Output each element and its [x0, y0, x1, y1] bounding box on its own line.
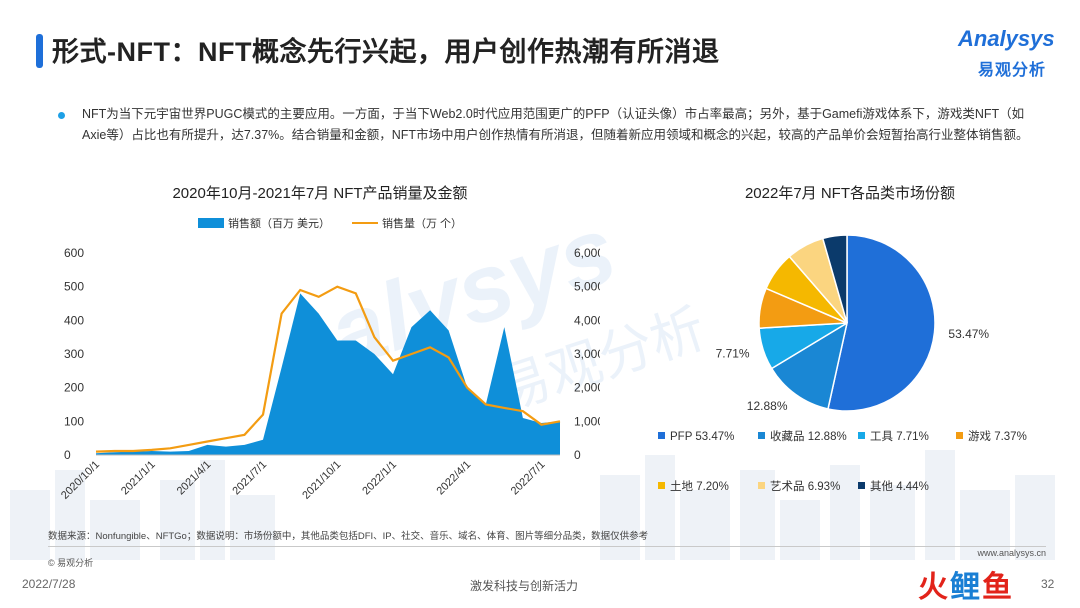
- x-tick-label: 2022/7/1: [509, 459, 548, 498]
- data-source-note: 数据来源：Nonfungible、NFTGo；数据说明：市场份额中，其他品类包括…: [48, 531, 649, 542]
- category-share-pie-chart: 53.47% 12.88% 7.71% PFP 53.47% 收藏品 12.88% 工具 …: [658, 234, 1027, 493]
- series-line-sales-volume: [95, 285, 561, 453]
- y-right-tick-label: 6,000: [574, 246, 600, 260]
- y-left-tick-label: 500: [64, 280, 84, 294]
- legend-label: PFP 53.47%: [670, 431, 734, 443]
- report-date: 2022/7/28: [22, 577, 76, 591]
- pie-slice-1: [770, 321, 849, 410]
- y-left-tick-label: 0: [64, 448, 71, 462]
- x-tick-label: 2022/1/1: [360, 459, 399, 498]
- slogan: 激发科技与创新活力: [470, 579, 579, 593]
- y-right-tick-label: 4,000: [574, 313, 600, 327]
- legend-swatch: [658, 432, 665, 439]
- y-left-tick-label: 600: [64, 246, 84, 260]
- legend-label: 游戏 7.37%: [968, 430, 1027, 443]
- analysys-logo: Analysys 易观分析: [958, 26, 1063, 82]
- page-number: 32: [1041, 577, 1055, 591]
- sales-chart-title: 2020年10月-2021年7月 NFT产品销量及金额: [172, 185, 468, 202]
- brand-char: 火: [918, 571, 950, 604]
- y-right-tick-label: 5,000: [574, 280, 600, 294]
- y-left-tick-label: 200: [64, 381, 84, 395]
- x-tick-label: 2021/1/1: [119, 459, 158, 498]
- y-left-tick-label: 100: [64, 414, 84, 428]
- legend-label-sales-volume: 销售量（万 个）: [382, 216, 462, 230]
- skyline-background: [10, 450, 1055, 560]
- y-right-tick-label: 0: [574, 448, 581, 462]
- pie-data-label: 12.88%: [747, 399, 788, 413]
- y-left-tick-label: 300: [64, 347, 84, 361]
- legend-swatch: [758, 482, 765, 489]
- legend-label: 艺术品 6.93%: [770, 480, 840, 493]
- watermark: alysys 易观分析: [320, 196, 712, 422]
- page-title: 形式-NFT：NFT概念先行兴起，用户创作热潮有所消退: [52, 37, 720, 67]
- copyright: © 易观分析: [48, 558, 94, 568]
- x-tick-label: 2021/4/1: [175, 459, 214, 498]
- bullet-dot: [58, 112, 65, 119]
- legend-label: 工具 7.71%: [870, 430, 929, 443]
- x-tick-label: 2021/7/1: [230, 459, 269, 498]
- legend-label-sales-amount: 销售额（百万 美元）: [228, 216, 330, 230]
- logo-text-cn: 易观分析: [978, 62, 1047, 79]
- legend-swatch: [858, 432, 865, 439]
- website-link[interactable]: www.analysys.cn: [977, 548, 1046, 558]
- pie-slice-0: [827, 234, 936, 412]
- brand-char: 鲤: [950, 571, 982, 604]
- pie-data-label: 53.47%: [948, 327, 989, 341]
- pie-data-label: 7.71%: [716, 346, 750, 360]
- legend-label: 收藏品 12.88%: [770, 429, 847, 443]
- legend-label: 其他 4.44%: [870, 480, 929, 493]
- logo-text-en: Analysys: [958, 26, 1055, 51]
- y-right-tick-label: 1,000: [574, 414, 600, 428]
- footer-divider: [48, 546, 1046, 547]
- y-left-tick-label: 400: [64, 313, 84, 327]
- x-tick-label: 2021/10/1: [300, 459, 343, 502]
- brand-char: 鱼: [982, 571, 1014, 604]
- legend-swatch: [758, 432, 765, 439]
- y-right-tick-label: 3,000: [574, 347, 600, 361]
- title-accent-bar: [36, 34, 43, 68]
- legend-label: 土地 7.20%: [670, 480, 729, 493]
- x-tick-label: 2020/10/1: [59, 459, 102, 502]
- summary-paragraph: NFT为当下元宇宙世界PUGC模式的主要应用。一方面，于当下Web2.0时代应用…: [82, 107, 1029, 142]
- y-right-tick-label: 2,000: [574, 381, 600, 395]
- chart-legend: 销售额（百万 美元） 销售量（万 个）: [198, 216, 462, 230]
- sales-area-line-chart: 销售额（百万 美元） 销售量（万 个） 0 100 200 300 400 500 600 0 1,…: [59, 216, 600, 502]
- legend-swatch: [858, 482, 865, 489]
- legend-swatch: [658, 482, 665, 489]
- share-chart-title: 2022年7月 NFT各品类市场份额: [744, 185, 956, 202]
- brand-watermark-logo: 火鲤鱼: [918, 562, 1014, 606]
- x-tick-label: 2022/4/1: [435, 459, 474, 498]
- legend-swatch-sales-amount: [198, 218, 224, 228]
- pie-slice-6: [821, 234, 848, 324]
- legend-swatch: [956, 432, 963, 439]
- series-area-sales-amount: [96, 293, 560, 455]
